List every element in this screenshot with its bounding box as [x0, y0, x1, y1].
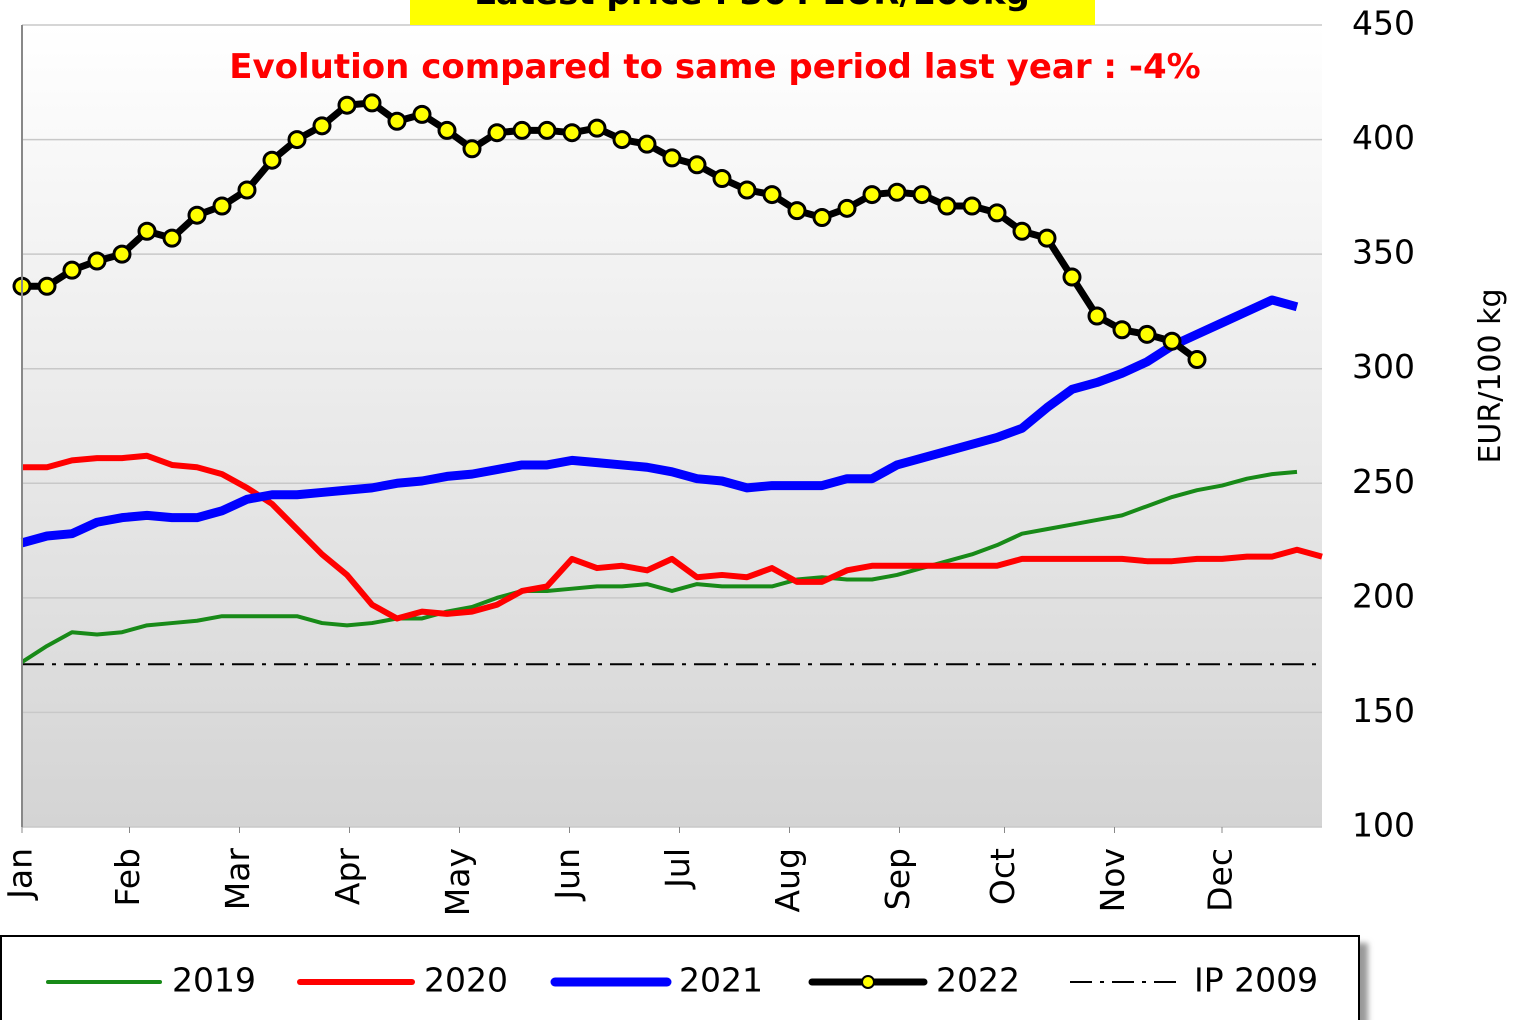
x-tick-label: Jul — [658, 848, 697, 890]
series-line — [22, 452, 1323, 622]
data-point — [87, 251, 107, 271]
data-point — [312, 116, 332, 136]
data-point — [512, 120, 532, 140]
data-point — [237, 180, 257, 200]
legend-marker — [861, 975, 875, 989]
y-tick-label: 250 — [1352, 462, 1415, 501]
legend-label: 2022 — [936, 961, 1020, 1000]
data-point — [162, 228, 182, 248]
data-point — [787, 201, 807, 221]
data-point — [1087, 306, 1107, 326]
data-point — [1037, 228, 1057, 248]
legend-label: 2020 — [424, 961, 508, 1000]
data-point — [612, 130, 632, 150]
y-tick-label: 400 — [1352, 118, 1415, 157]
data-point — [1012, 221, 1032, 241]
data-point — [762, 185, 782, 205]
data-point — [387, 111, 407, 131]
data-point — [187, 205, 207, 225]
plot-area — [22, 25, 1322, 827]
data-point — [712, 169, 732, 189]
data-point — [1162, 331, 1182, 351]
y-tick-label: 150 — [1352, 691, 1415, 730]
data-point — [562, 123, 582, 143]
x-tick-label: Oct — [983, 848, 1022, 905]
x-tick-label: Nov — [1093, 848, 1132, 912]
y-axis-label: EUR/100 kg — [1473, 288, 1508, 463]
data-point — [137, 221, 157, 241]
data-point — [687, 155, 707, 175]
data-point — [1137, 324, 1157, 344]
legend-label: 2021 — [679, 961, 763, 1000]
data-point — [912, 185, 932, 205]
data-point — [1187, 350, 1207, 370]
y-tick-label: 450 — [1352, 4, 1415, 43]
data-point — [487, 123, 507, 143]
x-tick-label: Sep — [878, 848, 917, 910]
data-point — [737, 180, 757, 200]
series-line — [20, 469, 1298, 664]
legend-box — [0, 935, 1360, 1020]
data-point — [1112, 320, 1132, 340]
data-point — [962, 196, 982, 216]
data-point — [437, 120, 457, 140]
x-tick-label: Jan — [1, 848, 40, 901]
x-tick-label: Mar — [218, 848, 257, 911]
y-tick-label: 300 — [1352, 347, 1415, 386]
y-tick-label: 100 — [1352, 806, 1415, 845]
data-point — [37, 276, 57, 296]
chart-subtitle: Evolution compared to same period last y… — [229, 47, 1200, 87]
data-point — [812, 207, 832, 227]
data-point — [662, 148, 682, 168]
data-point — [987, 203, 1007, 223]
data-point — [412, 104, 432, 124]
data-point — [837, 198, 857, 218]
x-tick-label: May — [438, 848, 477, 916]
data-point — [862, 185, 882, 205]
data-point — [362, 93, 382, 113]
data-point — [262, 150, 282, 170]
legend-label: 2019 — [172, 961, 256, 1000]
data-point — [1062, 267, 1082, 287]
data-point — [287, 130, 307, 150]
data-point — [587, 118, 607, 138]
data-point — [337, 95, 357, 115]
x-tick-label: Jun — [548, 848, 587, 902]
data-point — [887, 182, 907, 202]
x-tick-label: Apr — [328, 848, 367, 906]
data-point — [937, 196, 957, 216]
data-point — [462, 139, 482, 159]
x-tick-label: Dec — [1201, 848, 1240, 912]
data-point — [62, 260, 82, 280]
title-box — [410, 0, 1095, 25]
data-point — [112, 244, 132, 264]
x-tick-label: Aug — [768, 848, 807, 912]
data-point — [637, 134, 657, 154]
series-line — [20, 295, 1299, 548]
y-tick-label: 200 — [1352, 576, 1415, 615]
data-point — [537, 120, 557, 140]
x-tick-label: Feb — [108, 848, 147, 906]
y-tick-label: 350 — [1352, 233, 1415, 272]
legend-label: IP 2009 — [1194, 961, 1318, 1000]
data-point — [212, 196, 232, 216]
